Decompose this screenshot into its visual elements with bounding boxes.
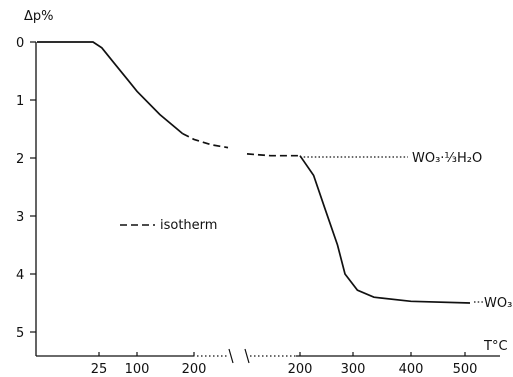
y-axis-title: Δp% — [24, 9, 54, 24]
y-tick-label-3: 3 — [16, 210, 24, 225]
legend-label: isotherm — [160, 218, 217, 233]
annotation-label-2: WO₃ — [484, 296, 512, 311]
series-line-4-solid — [299, 155, 471, 304]
x-tick-label-left-100: 100 — [125, 362, 150, 377]
y-tick-label-0: 0 — [16, 36, 24, 51]
x-tick-label-right-400: 400 — [399, 362, 424, 377]
x-tick-label-right-500: 500 — [453, 362, 478, 377]
y-ticks: 0 1 2 3 4 5 — [16, 36, 36, 341]
x-axis-break-mark-2 — [244, 348, 250, 364]
annotations-group: WO₃·⅓H₂O WO₃ — [300, 151, 512, 311]
x-tick-label-right-300: 300 — [341, 362, 366, 377]
series-group — [37, 41, 471, 304]
x-tick-label-left-25: 25 — [91, 362, 108, 377]
y-tick-label-1: 1 — [16, 94, 24, 109]
series-line-2-dashed — [182, 132, 229, 149]
x-tick-label-left-200: 200 — [182, 362, 207, 377]
series-line-3-dashed — [246, 153, 300, 157]
x-axis-break-mark-1 — [228, 348, 234, 364]
x-axis-title: T°C — [483, 339, 508, 354]
x-tick-label-right-200: 200 — [288, 362, 313, 377]
series-line-1-solid — [37, 41, 184, 135]
y-tick-label-4: 4 — [16, 268, 24, 283]
y-tick-label-5: 5 — [16, 326, 24, 341]
y-tick-label-2: 2 — [16, 152, 24, 167]
x-ticks: 25 100 200 200 300 400 500 — [91, 352, 478, 377]
annotation-label-1: WO₃·⅓H₂O — [412, 151, 482, 166]
